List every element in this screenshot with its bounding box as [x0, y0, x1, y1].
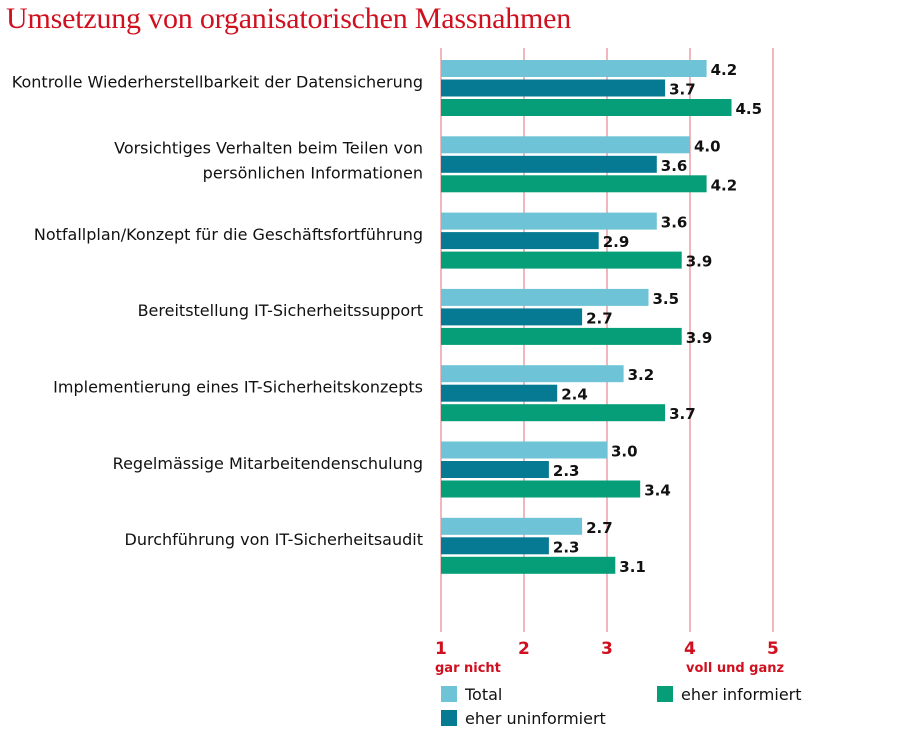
- legend-swatch: [441, 686, 457, 702]
- bar: [441, 60, 707, 77]
- legend-label: Total: [464, 685, 502, 704]
- category-label: persönlichen Informationen: [203, 164, 423, 183]
- data-label: 3.6: [661, 214, 688, 232]
- bar: [441, 99, 732, 116]
- bar: [441, 556, 616, 574]
- x-tick-label: 1: [435, 639, 447, 659]
- bar: [441, 308, 583, 326]
- category-label: Kontrolle Wiederherstellbarkeit der Date…: [12, 72, 423, 91]
- data-label: 2.9: [603, 233, 630, 251]
- data-label: 4.2: [711, 176, 738, 194]
- category-label: Notfallplan/Konzept für die Geschäftsfor…: [34, 225, 423, 244]
- category-label: Regelmässige Mitarbeitendenschulung: [113, 454, 423, 473]
- legend-swatch: [441, 710, 457, 726]
- data-label: 3.6: [661, 157, 688, 175]
- bar: [441, 365, 624, 383]
- data-label: 2.3: [553, 538, 580, 556]
- x-tick-label: 4: [684, 639, 696, 659]
- data-label: 4.5: [736, 100, 763, 118]
- x-tick-label: 5: [767, 639, 779, 659]
- bar: [441, 136, 690, 154]
- data-label: 3.1: [619, 558, 646, 576]
- category-label: Bereitstellung IT-Sicherheitssupport: [138, 301, 423, 320]
- x-tick-label: 2: [518, 639, 530, 659]
- legend-label: eher informiert: [681, 685, 802, 704]
- data-label: 3.0: [611, 443, 638, 461]
- bar: [441, 175, 707, 193]
- bar: [441, 212, 657, 230]
- data-label: 2.4: [561, 386, 588, 404]
- data-label: 3.7: [669, 405, 696, 423]
- data-label: 3.2: [628, 366, 655, 384]
- category-label: Implementierung eines IT-Sicherheitskonz…: [53, 377, 423, 396]
- bar: [441, 327, 682, 345]
- chart-title: Umsetzung von organisatorischen Massnahm…: [6, 2, 572, 35]
- bar: [441, 537, 549, 555]
- category-label: Vorsichtiges Verhalten beim Teilen von: [114, 139, 423, 158]
- data-label: 2.7: [586, 519, 613, 537]
- data-label: 3.4: [644, 482, 671, 500]
- bar: [441, 461, 549, 478]
- data-label: 3.9: [686, 253, 713, 271]
- category-label: Durchführung von IT-Sicherheitsaudit: [125, 530, 423, 549]
- data-label: 4.0: [694, 137, 721, 155]
- x-anchor-low: gar nicht: [435, 661, 501, 676]
- bar: [441, 79, 666, 97]
- data-label: 3.9: [686, 329, 713, 347]
- data-label: 4.2: [711, 61, 738, 79]
- data-label: 3.7: [669, 81, 696, 99]
- bar: [441, 441, 607, 459]
- x-tick-label: 3: [601, 639, 613, 659]
- data-label: 2.7: [586, 309, 613, 327]
- data-label: 3.5: [653, 290, 680, 308]
- bar: [441, 404, 666, 422]
- bar: [441, 232, 599, 250]
- bar: [441, 517, 583, 535]
- bar: [441, 480, 641, 498]
- bar: [441, 384, 558, 402]
- bar: [441, 288, 649, 306]
- data-label: 2.3: [553, 462, 580, 480]
- x-anchor-high: voll und ganz: [686, 661, 784, 676]
- bar: [441, 155, 657, 173]
- bar: [441, 251, 682, 269]
- legend-swatch: [657, 686, 673, 702]
- legend-label: eher uninformiert: [465, 709, 606, 728]
